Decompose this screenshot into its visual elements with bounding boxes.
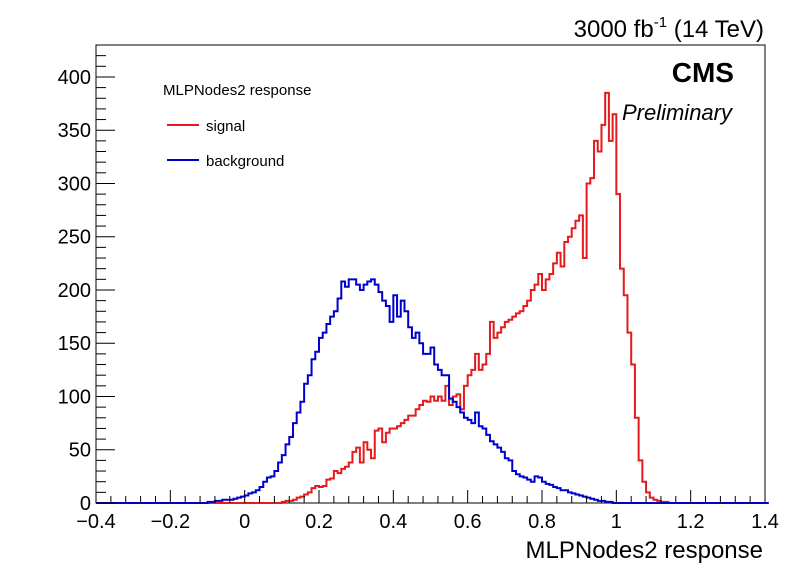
x-tick-label: −0.4 (76, 511, 115, 533)
experiment-label: CMS (672, 57, 734, 88)
x-tick-label: 0.2 (305, 511, 333, 533)
x-tick-label: 1 (611, 511, 622, 533)
series-background (96, 278, 769, 504)
y-tick-label: 50 (69, 440, 91, 462)
lumi-label: 3000 fb-1 (14 TeV) (574, 14, 764, 43)
y-tick-label: 250 (58, 227, 91, 249)
x-tick-label: 0 (239, 511, 250, 533)
plot-frame (95, 44, 766, 504)
x-tick-label: 0.6 (454, 511, 482, 533)
x-axis-title: MLPNodes2 response (526, 537, 763, 564)
y-tick-label: 200 (58, 280, 91, 302)
x-tick-label: −0.2 (151, 511, 190, 533)
legend-entry-background: background (206, 153, 284, 170)
series-signal (96, 91, 769, 504)
y-tick-label: 300 (58, 173, 91, 195)
y-tick-label: 400 (58, 67, 91, 89)
series-layer (96, 91, 769, 504)
x-tick-label: 0.4 (379, 511, 407, 533)
x-tick-label: 1.2 (677, 511, 705, 533)
y-tick-label: 0 (80, 493, 91, 515)
x-tick-label: 1.4 (751, 511, 779, 533)
y-tick-label: 150 (58, 333, 91, 355)
y-tick-label: 350 (58, 120, 91, 142)
y-tick-label: 100 (58, 386, 91, 408)
x-tick-label: 0.8 (528, 511, 556, 533)
legend: MLPNodes2 response signal background (163, 82, 311, 170)
status-label: Preliminary (622, 100, 734, 125)
legend-title: MLPNodes2 response (163, 82, 311, 99)
axis-layer: −0.4 −0.2 0 0.2 0.4 0.6 0.8 1 1.2 1.4 0 50 100 150 200… (58, 44, 779, 533)
legend-entry-signal: signal (206, 118, 245, 135)
